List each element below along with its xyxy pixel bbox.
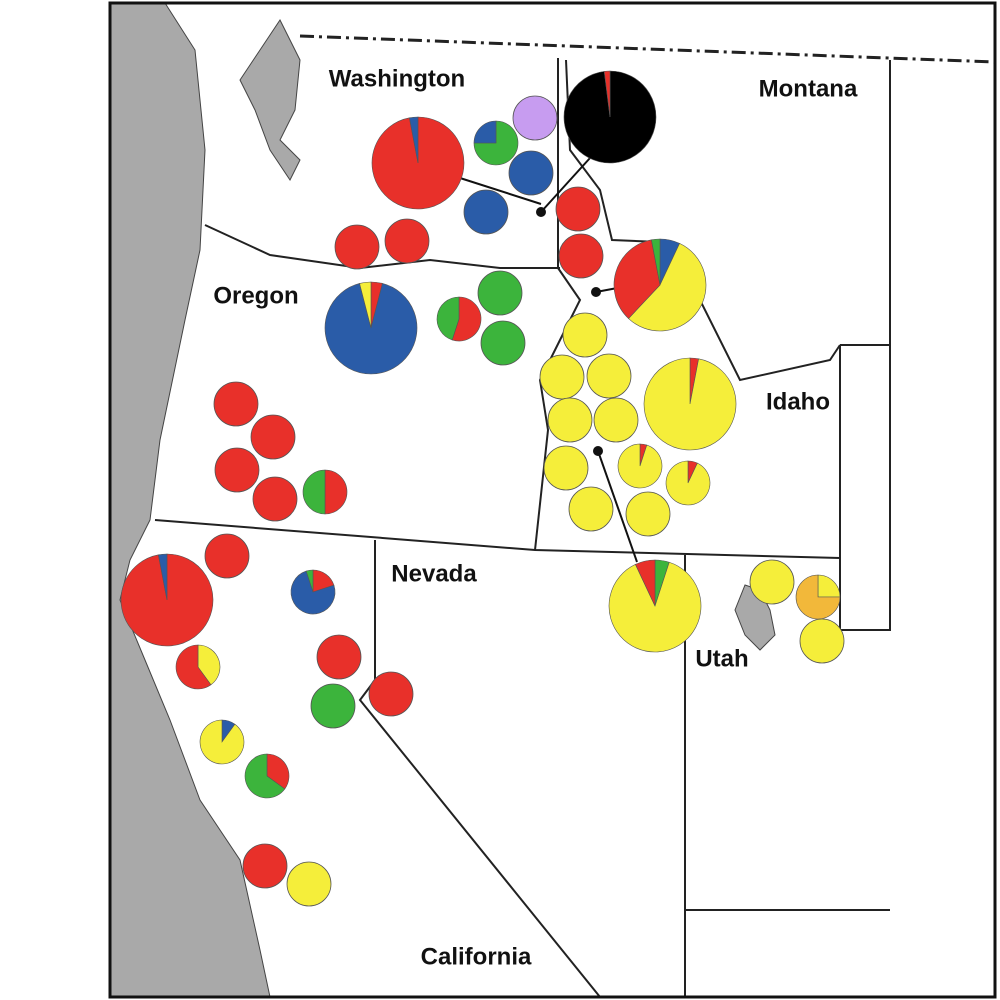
pie-slice xyxy=(409,116,419,164)
wa-or-border xyxy=(204,224,560,270)
pie-slice xyxy=(473,120,497,144)
state-label: Utah xyxy=(695,645,748,672)
pie-slice xyxy=(749,559,795,605)
pie-slice xyxy=(665,460,711,506)
state-label: Nevada xyxy=(391,560,477,587)
leader-lines xyxy=(459,157,638,563)
southern-border xyxy=(154,519,841,559)
pie-slice xyxy=(463,189,509,235)
puget-sound xyxy=(239,19,301,181)
leader-line xyxy=(459,177,542,205)
pie-slice xyxy=(562,312,608,358)
pie-slice xyxy=(625,491,671,537)
leader-dot xyxy=(593,446,603,456)
ocean xyxy=(109,2,271,998)
pie-slice xyxy=(197,644,221,686)
ca-nv-border xyxy=(358,540,601,998)
pie-slice xyxy=(799,618,845,664)
frame xyxy=(108,1,997,999)
state-label: Oregon xyxy=(213,282,298,309)
pie-slice xyxy=(547,397,593,443)
pie-slice xyxy=(252,476,298,522)
state-label: Montana xyxy=(759,75,858,102)
pie-slice xyxy=(568,486,614,532)
pie-slice xyxy=(214,447,260,493)
pie-slice xyxy=(617,443,663,489)
pie-slice xyxy=(310,683,356,729)
pie-slice xyxy=(175,644,212,690)
pie-slice xyxy=(539,354,585,400)
pie-slice xyxy=(324,469,348,515)
canada-border xyxy=(299,34,996,64)
pie-slice xyxy=(558,233,604,279)
pie-slice xyxy=(242,843,288,889)
pie-slice xyxy=(368,671,414,717)
pie-slice xyxy=(603,70,611,118)
state-label: Washington xyxy=(329,65,465,92)
pie-slice xyxy=(480,320,526,366)
pie-slice xyxy=(613,239,661,319)
pie-slice xyxy=(817,574,841,598)
pie-slice xyxy=(436,296,460,341)
pie-slice xyxy=(543,445,589,491)
pie-slice xyxy=(324,283,418,375)
pie-slice xyxy=(213,381,259,427)
pie-slice xyxy=(508,150,554,196)
leader-line xyxy=(540,157,591,213)
state-label: Idaho xyxy=(766,388,830,415)
pie-slice xyxy=(316,634,362,680)
pie-slice xyxy=(795,574,841,620)
pie-slice xyxy=(451,296,482,342)
pie-slice xyxy=(305,569,314,593)
pie-slice xyxy=(204,533,250,579)
pie-slice xyxy=(244,753,286,799)
pie-slice xyxy=(635,559,656,607)
pie-slice xyxy=(359,281,372,329)
pie-slice xyxy=(302,469,326,515)
pie-slice xyxy=(586,353,632,399)
pie-slice xyxy=(512,95,558,141)
pie-slice xyxy=(593,397,639,443)
pie-layer xyxy=(120,70,845,907)
pie-slice xyxy=(384,218,430,264)
pie-slice xyxy=(608,561,702,653)
pie-slice xyxy=(158,553,168,601)
leader-line xyxy=(597,450,638,563)
leader-dot xyxy=(591,287,601,297)
leader-dot xyxy=(536,207,546,217)
wy-border xyxy=(839,344,891,631)
pie-slice xyxy=(651,238,661,286)
pie-slice xyxy=(266,753,290,790)
pie-slice xyxy=(250,414,296,460)
pie-slice xyxy=(643,357,737,451)
pie-slice xyxy=(628,242,707,332)
pie-slice xyxy=(199,719,245,765)
state-label: California xyxy=(421,943,532,970)
pie-slice xyxy=(290,570,336,615)
pie-slice xyxy=(477,270,523,316)
pie-slice xyxy=(555,186,601,232)
pie-slice xyxy=(286,861,332,907)
pie-slice xyxy=(334,224,380,270)
